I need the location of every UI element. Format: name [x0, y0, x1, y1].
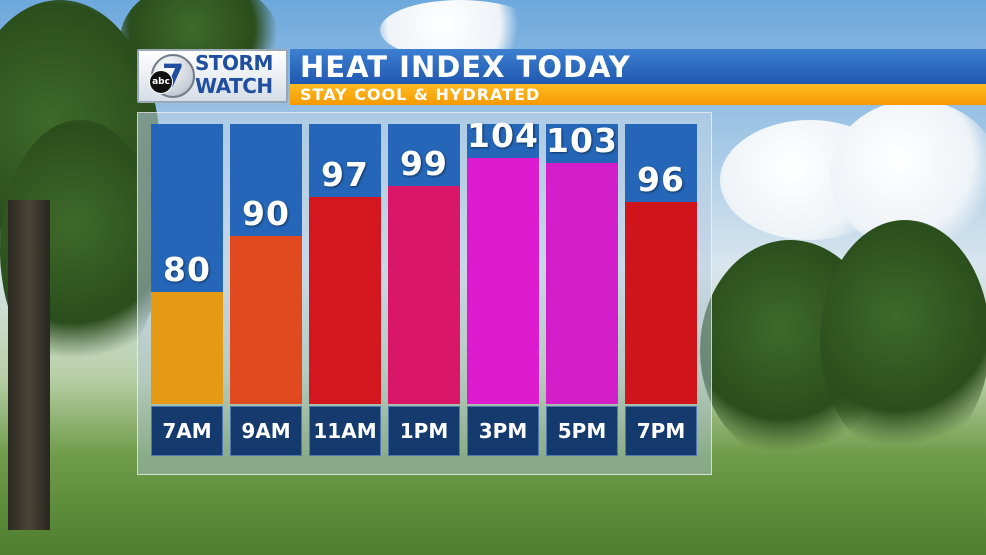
bar-7am [151, 292, 223, 404]
title-bar: HEAT INDEX TODAY [290, 49, 986, 84]
storm-watch-logo: 7 abc STORM WATCH [137, 49, 288, 103]
value-label-7am: 80 [163, 250, 211, 289]
tree-trunk [8, 200, 50, 530]
logo-line-2: WATCH [195, 74, 273, 98]
value-label-9am: 90 [242, 194, 290, 233]
value-label-1pm: 99 [400, 144, 448, 183]
chart-subtitle: STAY COOL & HYDRATED [300, 85, 541, 104]
subtitle-bar: STAY COOL & HYDRATED [290, 84, 986, 105]
channel-seven-logo: 7 abc [149, 54, 195, 98]
logo-line-1: STORM [195, 51, 273, 75]
bar-5pm [546, 163, 618, 404]
bar-9am [230, 236, 302, 404]
storm-watch-wordmark: STORM WATCH [195, 52, 287, 98]
time-label-11am: 11AM [309, 406, 381, 456]
value-label-5pm: 103 [546, 121, 618, 160]
bar-7pm [625, 202, 697, 404]
time-label-5pm: 5PM [546, 406, 618, 456]
time-label-1pm: 1PM [388, 406, 460, 456]
value-label-11am: 97 [321, 155, 369, 194]
network-name: abc [152, 77, 170, 87]
chart-title: HEAT INDEX TODAY [300, 50, 631, 84]
bar-1pm [388, 186, 460, 404]
time-label-7pm: 7PM [625, 406, 697, 456]
time-label-3pm: 3PM [467, 406, 539, 456]
abc-logo: abc [149, 70, 173, 94]
time-label-9am: 9AM [230, 406, 302, 456]
bar-11am [309, 197, 381, 404]
time-label-7am: 7AM [151, 406, 223, 456]
bar-3pm [467, 158, 539, 404]
value-label-3pm: 104 [467, 116, 539, 155]
value-label-7pm: 96 [637, 160, 685, 199]
tree-right [820, 220, 986, 460]
